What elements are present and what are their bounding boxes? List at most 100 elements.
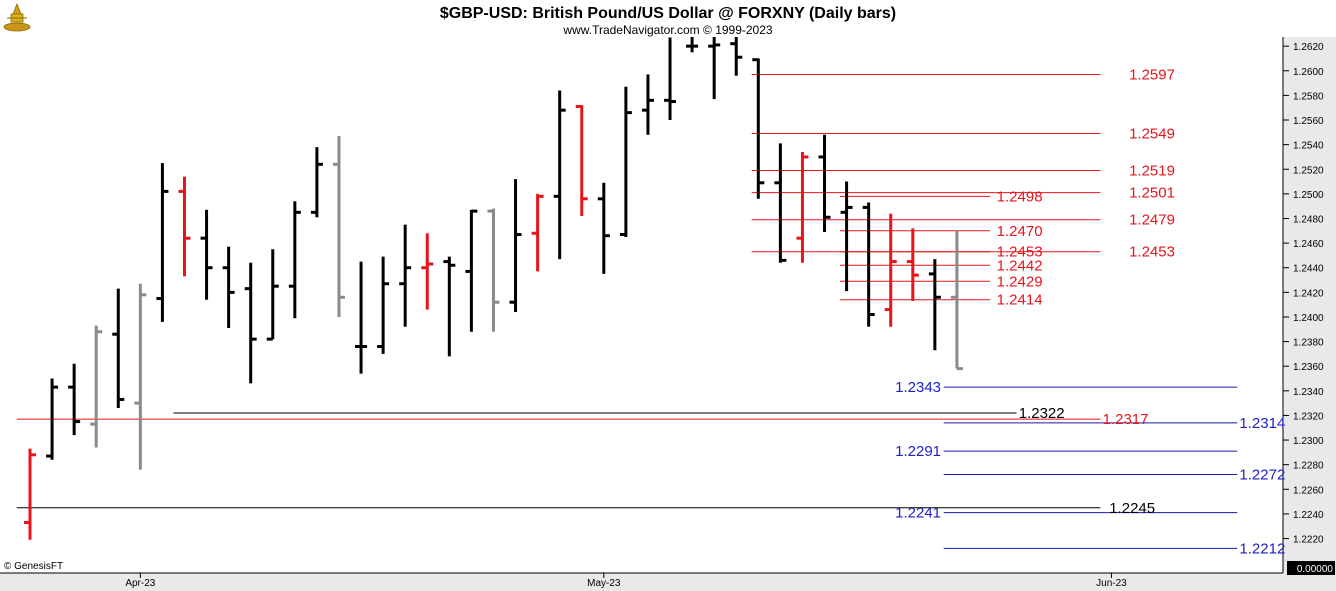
level-label-3: 1.2501	[1129, 185, 1175, 202]
ohlc-bar-21	[487, 208, 500, 332]
ohlc-bar-26	[597, 182, 610, 274]
ohlc-bar-38	[862, 202, 875, 327]
y-tick-label: 1.2240	[1293, 510, 1324, 521]
level-label-13: 1.2291	[895, 443, 941, 460]
y-tick-label: 1.2600	[1293, 67, 1324, 78]
ohlc-bar-30	[686, 37, 699, 53]
ohlc-bar-23	[531, 193, 544, 272]
level-lines: 1.25971.25491.25191.25011.24791.24531.24…	[16, 66, 1285, 557]
x-tick-label: Apr-23	[125, 578, 155, 589]
title-strip	[0, 0, 1336, 37]
x-tick-label: May-23	[587, 578, 621, 589]
y-tick-label: 1.2220	[1293, 535, 1324, 546]
y-ticks: 1.2220 1.2240 1.2260 1.2280 1.2300 1.2320 1.23…	[1283, 42, 1324, 546]
ohlc-bar-36	[818, 134, 831, 233]
ohlc-bar-41	[928, 259, 941, 351]
ohlc-bar-4	[112, 288, 125, 409]
ohlc-bar-12	[288, 201, 301, 319]
y-tick-label: 1.2440	[1293, 264, 1324, 275]
ohlc-bar-39	[884, 213, 897, 327]
ohlc-bar-29	[664, 37, 677, 121]
ohlc-bar-11	[266, 249, 279, 341]
y-tick-label: 1.2500	[1293, 190, 1324, 201]
y-tick-label: 1.2540	[1293, 141, 1324, 152]
x-ticks: Apr-23 May-23 Jun-23	[125, 573, 1127, 589]
readout-value: 0.00000	[1297, 564, 1334, 575]
ohlc-bar-35	[796, 152, 809, 263]
level-label-14: 1.2241	[895, 505, 941, 522]
ohlc-bar-1	[46, 378, 59, 460]
ohlc-bar-33	[752, 58, 765, 199]
plot-area	[0, 37, 1283, 573]
ohlc-bar-31	[708, 37, 721, 100]
level-label-11: 1.2414	[997, 292, 1043, 309]
y-tick-label: 1.2480	[1293, 214, 1324, 225]
level-label-19: 1.2245	[1109, 500, 1155, 517]
y-tick-label: 1.2300	[1293, 436, 1324, 447]
y-axis-panel	[1283, 37, 1336, 591]
level-label-6: 1.2498	[997, 188, 1043, 205]
level-label-12: 1.2343	[895, 379, 941, 396]
level-label-18: 1.2322	[1019, 405, 1065, 422]
ohlc-bar-17	[399, 224, 412, 327]
ohlc-bar-14	[332, 136, 345, 317]
ohlc-bar-37	[840, 181, 853, 292]
ohlc-bar-27	[619, 86, 632, 237]
y-tick-label: 1.2420	[1293, 288, 1324, 299]
ohlc-bar-18	[421, 233, 434, 310]
level-label-1: 1.2549	[1129, 126, 1175, 143]
level-label-10: 1.2429	[997, 273, 1043, 290]
y-tick-label: 1.2340	[1293, 387, 1324, 398]
x-axis-panel	[0, 573, 1283, 591]
y-tick-label: 1.2460	[1293, 239, 1324, 250]
chart-subtitle: www.TradeNavigator.com © 1999-2023	[562, 23, 772, 37]
ohlc-bar-7	[178, 176, 191, 277]
ohlc-bar-0	[24, 448, 36, 540]
y-tick-label: 1.2260	[1293, 485, 1324, 496]
y-tick-label: 1.2320	[1293, 411, 1324, 422]
ohlc-bar-16	[377, 256, 390, 354]
y-tick-label: 1.2360	[1293, 362, 1324, 373]
level-label-5: 1.2453	[1129, 244, 1175, 261]
ohlc-bar-40	[906, 228, 919, 301]
level-label-17: 1.2212	[1239, 540, 1285, 557]
ohlc-bar-25	[575, 104, 588, 217]
ohlc-bar-22	[509, 179, 522, 313]
price-bars	[24, 37, 963, 540]
level-label-4: 1.2479	[1129, 212, 1175, 229]
readout-box	[1287, 561, 1335, 575]
ohlc-bar-20	[465, 209, 478, 332]
ohlc-bar-28	[641, 74, 654, 135]
y-tick-label: 1.2380	[1293, 338, 1324, 349]
y-tick-label: 1.2400	[1293, 313, 1324, 324]
credit-text: © GenesisFT	[4, 561, 63, 572]
level-label-16: 1.2272	[1239, 467, 1285, 484]
level-label-0: 1.2597	[1129, 66, 1175, 83]
level-label-7: 1.2470	[997, 223, 1043, 240]
level-label-9: 1.2442	[997, 257, 1043, 274]
ohlc-bar-2	[68, 363, 81, 436]
x-tick-label: Jun-23	[1096, 578, 1127, 589]
chart-title: $GBP-USD: British Pound/US Dollar @ FORX…	[440, 5, 896, 22]
ohlc-bar-24	[553, 90, 566, 260]
ohlc-bar-13	[310, 147, 323, 218]
level-label-20: 1.2317	[1103, 411, 1149, 428]
ohlc-bar-34	[774, 143, 787, 263]
ohlc-bar-10	[244, 262, 257, 384]
ohlc-bar-9	[222, 246, 235, 329]
y-tick-label: 1.2560	[1293, 116, 1324, 127]
level-label-15: 1.2314	[1239, 415, 1285, 432]
y-tick-label: 1.2580	[1293, 91, 1324, 102]
genesis-gold-logo-icon	[3, 2, 31, 32]
y-tick-label: 1.2520	[1293, 165, 1324, 176]
ohlc-bar-6	[156, 163, 169, 322]
ohlc-bar-15	[355, 261, 368, 374]
ohlc-bar-42	[950, 230, 963, 371]
y-tick-label: 1.2620	[1293, 42, 1324, 53]
level-label-2: 1.2519	[1129, 162, 1175, 179]
ohlc-bar-8	[200, 209, 213, 300]
ohlc-bar-5	[134, 283, 147, 470]
level-label-8: 1.2453	[997, 244, 1043, 261]
ohlc-bar-32	[730, 37, 743, 76]
